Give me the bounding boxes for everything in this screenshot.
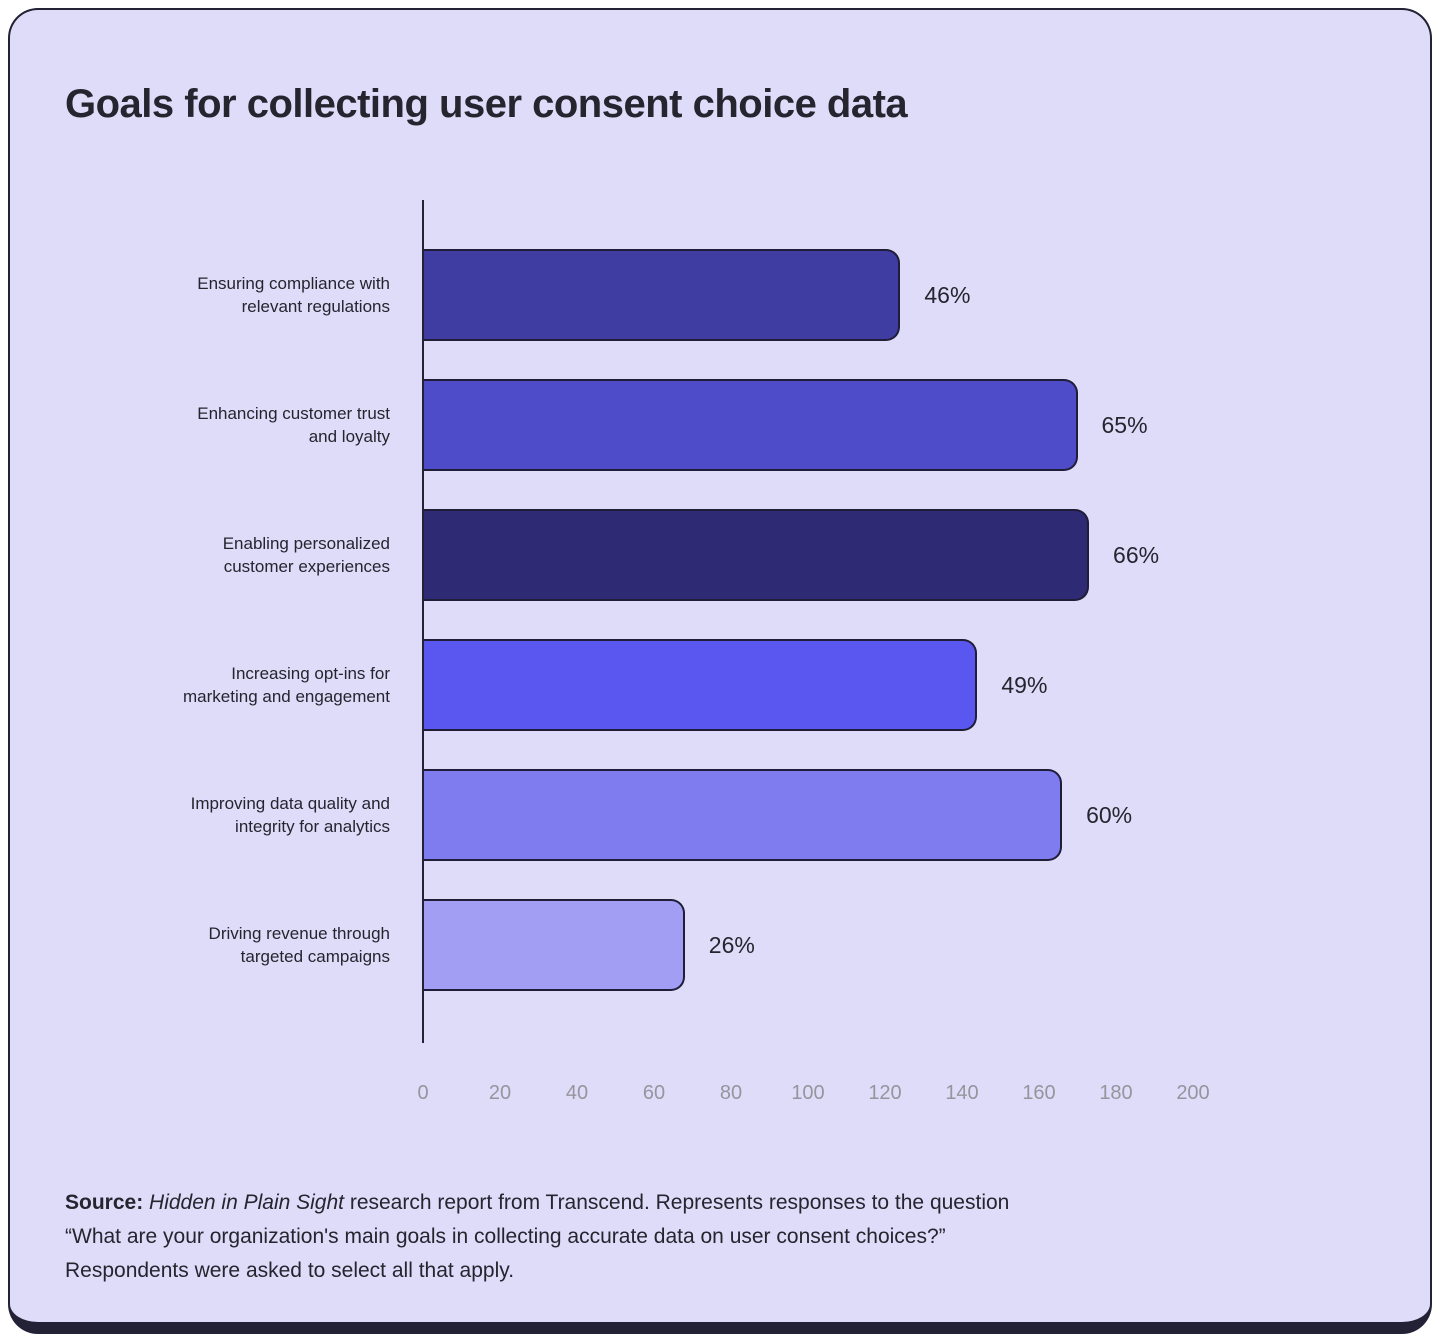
- bar: [423, 249, 901, 341]
- bar-track: 49%: [423, 639, 1195, 731]
- category-label: Enabling personalized customer experienc…: [222, 534, 390, 576]
- bar-chart: Ensuring compliance with relevant regula…: [10, 200, 1430, 1043]
- chart-row: Increasing opt-ins for marketing and eng…: [10, 620, 1430, 750]
- x-axis-tick: 180: [1099, 1082, 1133, 1104]
- x-axis-tick: 160: [1022, 1082, 1056, 1104]
- x-axis-tick: 40: [565, 1082, 589, 1104]
- category-label: Increasing opt-ins for marketing and eng…: [183, 664, 390, 706]
- bar-track: 60%: [423, 769, 1195, 861]
- value-label: 49%: [1001, 671, 1048, 698]
- value-label: 26%: [708, 931, 755, 958]
- chart-row: Ensuring compliance with relevant regula…: [10, 230, 1430, 360]
- source-line-3: Respondents were asked to select all tha…: [65, 1259, 515, 1282]
- report-name: Hidden in Plain Sight: [149, 1191, 344, 1214]
- x-axis-tick: 140: [945, 1082, 979, 1104]
- category-label: Improving data quality and integrity for…: [190, 794, 390, 836]
- source-line-2: “What are your organization's main goals…: [65, 1225, 946, 1248]
- x-axis-tick: 20: [488, 1082, 512, 1104]
- chart-row: Enabling personalized customer experienc…: [10, 490, 1430, 620]
- bar: [423, 899, 685, 991]
- x-axis-tick: 0: [417, 1082, 429, 1104]
- x-axis-tick: 100: [791, 1082, 825, 1104]
- chart-title: Goals for collecting user consent choice…: [65, 82, 908, 126]
- value-label: 46%: [924, 281, 971, 308]
- source-line-1: Source: Hidden in Plain Sight research r…: [65, 1191, 1010, 1214]
- category-label: Driving revenue through targeted campaig…: [208, 924, 390, 966]
- chart-card: Goals for collecting user consent choice…: [8, 8, 1432, 1334]
- x-axis: 0 20 40 60 80 100 120 140 160 180 200: [417, 1082, 1209, 1108]
- chart-row: Driving revenue through targeted campaig…: [10, 880, 1430, 1010]
- bar-track: 65%: [423, 379, 1195, 471]
- x-axis-tick: 120: [868, 1082, 902, 1104]
- x-axis-tick: 60: [642, 1082, 666, 1104]
- bar: [423, 509, 1090, 601]
- bar-track: 66%: [423, 509, 1195, 601]
- category-label: Ensuring compliance with relevant regula…: [197, 274, 390, 316]
- value-label: 60%: [1086, 801, 1133, 828]
- bar: [423, 379, 1078, 471]
- chart-row: Improving data quality and integrity for…: [10, 750, 1430, 880]
- bar-track: 46%: [423, 249, 1195, 341]
- chart-row: Enhancing customer trust and loyalty 65%: [10, 360, 1430, 490]
- source-prefix: Source:: [65, 1191, 144, 1214]
- bar-track: 26%: [423, 899, 1195, 991]
- bar: [423, 769, 1063, 861]
- x-axis-tick: 200: [1176, 1082, 1210, 1104]
- category-label: Enhancing customer trust and loyalty: [197, 404, 390, 446]
- x-axis-tick: 80: [719, 1082, 743, 1104]
- value-label: 66%: [1113, 541, 1160, 568]
- value-label: 65%: [1101, 411, 1148, 438]
- bar: [423, 639, 978, 731]
- source-note: Source: Hidden in Plain Sight research r…: [65, 1186, 1375, 1288]
